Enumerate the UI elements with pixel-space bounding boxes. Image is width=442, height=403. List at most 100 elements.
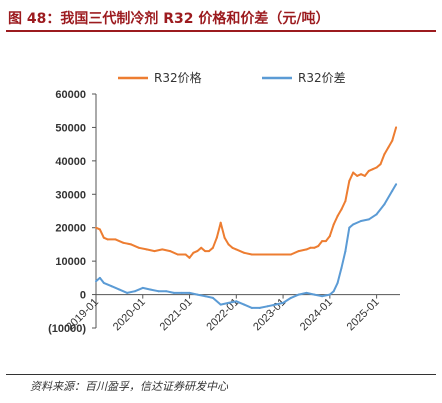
- data-point: [328, 293, 331, 296]
- data-point: [227, 301, 230, 304]
- data-point: [391, 139, 394, 142]
- data-point: [340, 208, 343, 211]
- data-point: [169, 250, 172, 253]
- data-point: [340, 266, 343, 269]
- x-tick-label: 2021-01: [158, 296, 195, 333]
- data-point: [258, 253, 261, 256]
- data-point: [188, 291, 191, 294]
- y-tick-label: (10000): [48, 323, 86, 335]
- data-point: [204, 295, 207, 298]
- data-point: [321, 240, 324, 243]
- data-point: [180, 291, 183, 294]
- data-point: [196, 293, 199, 296]
- data-point: [395, 126, 398, 129]
- y-tick-label: 60000: [55, 89, 86, 101]
- data-point: [266, 305, 269, 308]
- data-point: [344, 250, 347, 253]
- data-point: [211, 246, 214, 249]
- data-point: [133, 290, 136, 293]
- data-point: [223, 236, 226, 239]
- data-point: [383, 203, 386, 206]
- data-point: [250, 253, 253, 256]
- data-point: [211, 296, 214, 299]
- y-tick-label: 10000: [55, 256, 86, 268]
- data-point: [208, 250, 211, 253]
- data-point: [122, 241, 125, 244]
- data-point: [344, 199, 347, 202]
- data-point: [204, 250, 207, 253]
- figure-title: 图 48：我国三代制冷剂 R32 价格和价差（元/吨）: [8, 11, 330, 27]
- data-point: [289, 253, 292, 256]
- data-point: [367, 169, 370, 172]
- x-tick-label: 2025-01: [345, 296, 382, 333]
- data-point: [336, 281, 339, 284]
- data-point: [145, 248, 148, 251]
- data-point: [305, 248, 308, 251]
- data-point: [95, 226, 97, 229]
- data-point: [328, 235, 331, 238]
- data-point: [274, 303, 277, 306]
- data-point: [118, 288, 121, 291]
- data-point: [352, 171, 355, 174]
- data-point: [282, 301, 285, 304]
- chart-axes: (10000) 0 10000 20000 30000 40000 50000 60000 20…: [48, 89, 400, 335]
- data-point: [102, 236, 105, 239]
- data-point: [227, 243, 230, 246]
- data-point: [371, 168, 374, 171]
- data-point: [352, 223, 355, 226]
- series-line-0: [95, 127, 398, 259]
- chart-series: [95, 126, 398, 309]
- data-point: [313, 246, 316, 249]
- source-note: 资料来源：百川盈孚，信达证券研发中心: [30, 380, 228, 393]
- data-point: [375, 166, 378, 169]
- data-point: [379, 163, 382, 166]
- data-point: [367, 218, 370, 221]
- data-point: [98, 228, 101, 231]
- x-tick-label: 2024-01: [298, 296, 335, 333]
- data-point: [395, 183, 398, 186]
- data-point: [141, 286, 144, 289]
- data-point: [149, 288, 152, 291]
- data-point: [313, 293, 316, 296]
- data-point: [282, 253, 285, 256]
- data-point: [196, 250, 199, 253]
- y-tick-label: 50000: [55, 122, 86, 134]
- data-point: [231, 246, 234, 249]
- x-tick-label: 2020-01: [111, 296, 148, 333]
- y-tick-label: 20000: [55, 223, 86, 235]
- data-point: [289, 296, 292, 299]
- legend-label: R32价格: [154, 70, 202, 85]
- data-point: [305, 291, 308, 294]
- data-point: [309, 246, 312, 249]
- data-point: [363, 174, 366, 177]
- data-point: [172, 291, 175, 294]
- y-tick-label: 0: [80, 290, 86, 302]
- data-point: [157, 290, 160, 293]
- data-point: [126, 291, 129, 294]
- data-point: [95, 280, 97, 283]
- data-point: [114, 238, 117, 241]
- data-point: [348, 179, 351, 182]
- y-tick-label: 30000: [55, 189, 86, 201]
- data-point: [130, 243, 133, 246]
- data-point: [274, 253, 277, 256]
- data-point: [332, 223, 335, 226]
- legend-label: R32价差: [298, 71, 346, 85]
- data-point: [317, 245, 320, 248]
- data-point: [235, 248, 238, 251]
- data-point: [137, 246, 140, 249]
- data-point: [188, 256, 191, 259]
- title-bar: 图 48：我国三代制冷剂 R32 价格和价差（元/吨）: [6, 8, 436, 32]
- data-point: [297, 293, 300, 296]
- data-point: [98, 276, 101, 279]
- data-point: [321, 295, 324, 298]
- data-point: [102, 281, 105, 284]
- data-point: [360, 220, 363, 223]
- data-point: [176, 253, 179, 256]
- data-point: [250, 306, 253, 309]
- data-point: [235, 300, 238, 303]
- data-point: [243, 251, 246, 254]
- series-line-1: [95, 183, 397, 309]
- data-point: [387, 146, 390, 149]
